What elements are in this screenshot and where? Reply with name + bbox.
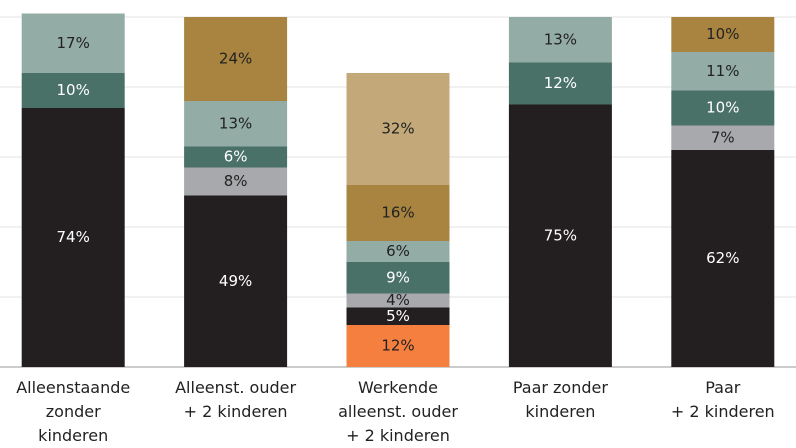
bar-segment xyxy=(21,108,125,367)
value-label: 11% xyxy=(706,62,739,80)
bar-segment xyxy=(346,73,450,185)
value-label: 74% xyxy=(57,228,90,246)
value-label: 17% xyxy=(57,34,90,52)
value-label: 49% xyxy=(219,272,252,290)
bar-segment xyxy=(21,13,125,73)
bar-segment xyxy=(346,241,450,262)
bar-segment xyxy=(346,325,450,367)
bar-segment xyxy=(346,262,450,294)
value-label: 12% xyxy=(381,337,414,355)
value-label: 12% xyxy=(544,74,577,92)
x-tick-label: Alleenst. ouder + 2 kinderen xyxy=(175,378,297,421)
bar-segment xyxy=(508,17,612,63)
value-label: 5% xyxy=(386,307,410,325)
bar-segment xyxy=(21,73,125,108)
value-label: 10% xyxy=(706,99,739,117)
bar-segment xyxy=(346,307,450,325)
bar-segment xyxy=(346,293,450,308)
bar-segment xyxy=(184,101,288,147)
x-tick-label: Werkende alleenst. ouder + 2 kinderen xyxy=(338,378,458,445)
bar-segment xyxy=(671,150,775,367)
value-label: 9% xyxy=(386,268,410,286)
value-label: 4% xyxy=(386,291,410,309)
value-label: 6% xyxy=(386,242,410,260)
value-label: 24% xyxy=(219,50,252,68)
bar-segment xyxy=(346,185,450,241)
bar-segment xyxy=(508,104,612,367)
x-tick-label: Alleenstaande zonder kinderen xyxy=(16,378,131,445)
bar-segment xyxy=(184,17,288,101)
bar-segment xyxy=(184,167,288,196)
bar-segment xyxy=(184,146,288,168)
x-tick-label: Paar + 2 kinderen xyxy=(670,378,775,421)
value-label: 10% xyxy=(706,25,739,43)
bar-segment xyxy=(671,125,775,150)
bar-segment xyxy=(184,195,288,367)
value-label: 62% xyxy=(706,249,739,267)
value-label: 13% xyxy=(544,30,577,48)
value-label: 32% xyxy=(381,120,414,138)
value-label: 8% xyxy=(224,172,248,190)
value-label: 10% xyxy=(57,81,90,99)
value-label: 7% xyxy=(711,128,735,146)
bar-segment xyxy=(671,90,775,126)
bar-segment xyxy=(508,62,612,105)
x-tick-label: Paar zonder kinderen xyxy=(512,378,608,421)
value-label: 6% xyxy=(224,148,248,166)
value-label: 16% xyxy=(381,204,414,222)
bar-segment xyxy=(671,52,775,91)
bar-segment xyxy=(671,17,775,52)
value-label: 13% xyxy=(219,114,252,132)
value-label: 75% xyxy=(544,226,577,244)
